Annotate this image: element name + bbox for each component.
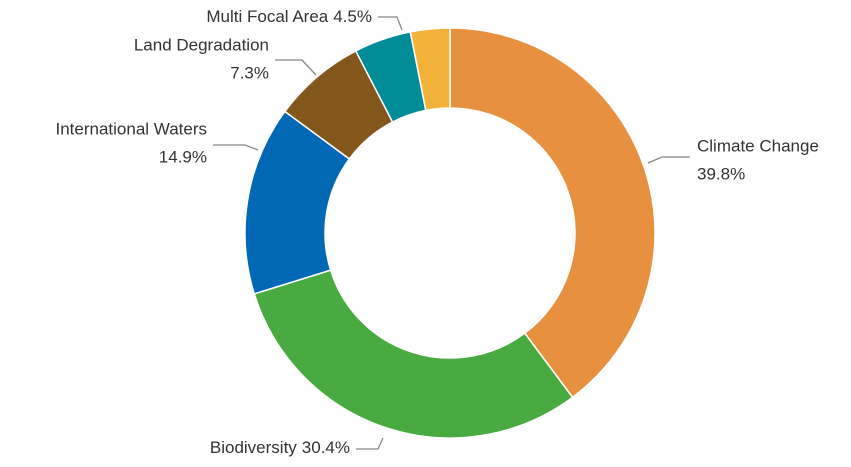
leader-line (378, 16, 403, 31)
slice-value-label: 39.8% (697, 164, 745, 183)
slice-label: Multi Focal Area (206, 7, 328, 26)
leader-line (213, 144, 259, 151)
slice-value-label: 30.4% (302, 438, 350, 457)
slice-label: Land Degradation (134, 35, 269, 54)
leader-line (647, 156, 690, 164)
slice-value-label: 14.9% (159, 147, 207, 166)
slice-value-label: 4.5% (333, 7, 372, 26)
slice-label: Biodiversity (210, 438, 297, 457)
leader-line (356, 437, 384, 450)
slice-label: Climate Change (697, 136, 819, 155)
slice (253, 269, 574, 439)
slice-value-label: 7.3% (230, 63, 269, 82)
slice (409, 27, 451, 112)
slice-label-group: Biodiversity 30.4% (210, 438, 350, 457)
slice (449, 27, 656, 399)
slice-label-group: Multi Focal Area 4.5% (206, 7, 372, 26)
leader-line (275, 59, 317, 76)
slice-label: International Waters (56, 119, 208, 138)
